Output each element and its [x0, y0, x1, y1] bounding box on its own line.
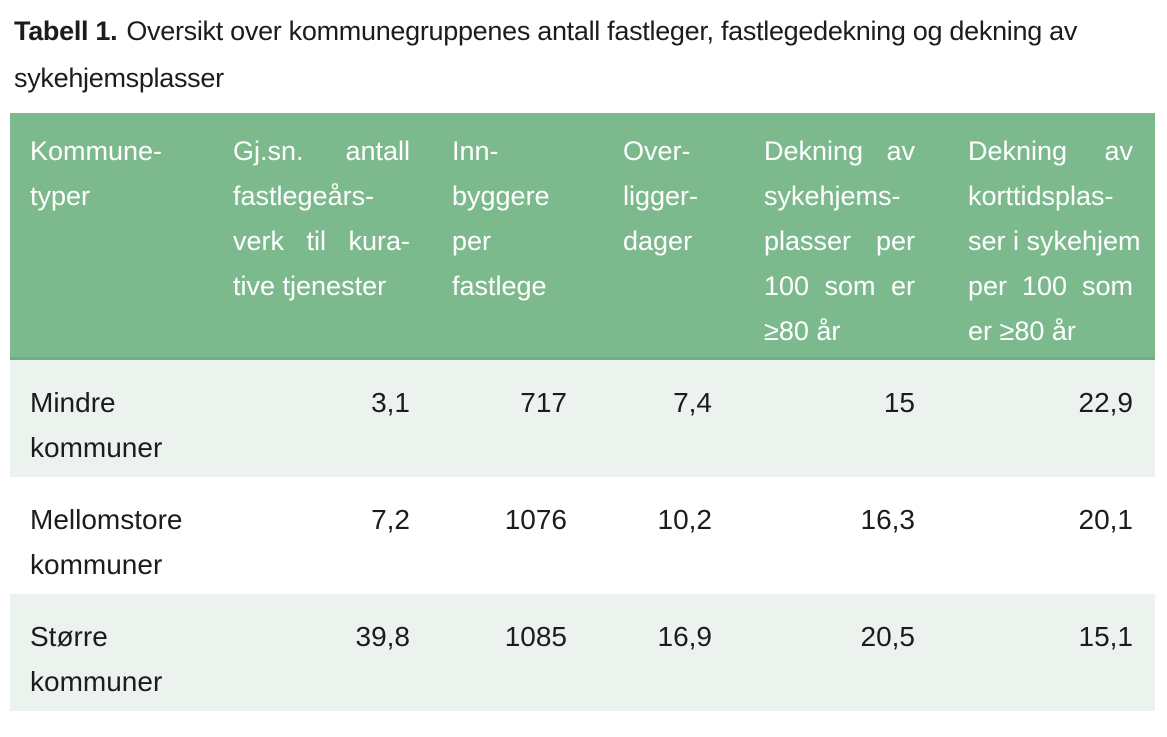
row-label-line: kommuner [30, 666, 163, 697]
row-label-line: kommuner [30, 549, 163, 580]
header-line: per [452, 226, 492, 256]
header-line: sykehjems- [764, 181, 901, 211]
cell-korttidsdekning: 20,1 [1078, 504, 1134, 535]
header-line: plasser per [764, 226, 915, 256]
cell-sykehjemsdekning: 16,3 [860, 504, 916, 535]
document-page: Tabell 1. Oversikt over kommunegruppenes … [0, 8, 1167, 711]
cell-fastlegearsverk: 39,8 [355, 621, 411, 652]
column-header-sykehjemsdekning: Dekning av sykehjems- plasser per 100 so… [764, 129, 968, 357]
cell-fastlegearsverk: 7,2 [371, 504, 410, 535]
header-line: verk til kura- [233, 226, 410, 256]
header-line: Dekning av [968, 136, 1133, 166]
header-line: byggere [452, 181, 550, 211]
header-line: per 100 som [968, 271, 1133, 301]
header-line: korttidsplas- [968, 181, 1114, 211]
row-label-line: Mindre [30, 387, 116, 418]
row-label-line: Større [30, 621, 108, 652]
header-line: Over- [623, 136, 691, 166]
cell-overliggerdager: 16,9 [657, 621, 713, 652]
header-line: typer [30, 181, 91, 211]
cell-innbyggere: 717 [520, 387, 567, 418]
table-row-mellomstore-kommuner: Mellomstore kommuner 7,2 1076 10,2 16,3 … [10, 477, 1155, 594]
row-label-line: kommuner [30, 432, 163, 463]
header-line: Kommune- [30, 136, 163, 166]
column-header-fastlegearsverk: Gj.sn. antall fastlegeårs- verk til kura… [233, 129, 452, 357]
data-table: Kommune- typer Gj.sn. antall fastlegeårs… [10, 113, 1155, 711]
header-line: Dekning av [764, 136, 915, 166]
column-header-korttidsdekning: Dekning av korttidsplas- ser i sykehjem … [968, 129, 1155, 357]
row-label-line: Mellomstore [30, 504, 183, 535]
cell-fastlegearsverk: 3,1 [371, 387, 410, 418]
header-line: ligger- [623, 181, 699, 211]
column-header-innbyggere: Inn- byggere per fastlege [452, 129, 623, 357]
cell-korttidsdekning: 22,9 [1078, 387, 1134, 418]
header-line: Gj.sn. antall [233, 136, 410, 166]
column-header-overliggerdager: Over- ligger- dager [623, 129, 764, 357]
cell-innbyggere: 1076 [504, 504, 567, 535]
header-line: dager [623, 226, 693, 256]
cell-overliggerdager: 7,4 [673, 387, 712, 418]
cell-innbyggere: 1085 [504, 621, 567, 652]
header-line: ser i sykehjem [968, 226, 1141, 256]
table-caption-text: Oversikt over kommunegruppenes antall fa… [14, 16, 1078, 93]
table-caption-label: Tabell 1. [14, 16, 118, 46]
table-row-mindre-kommuner: Mindre kommuner 3,1 717 7,4 15 22,9 [10, 360, 1155, 477]
table-caption: Tabell 1. Oversikt over kommunegruppenes … [14, 8, 1153, 102]
header-line: Inn- [452, 136, 499, 166]
header-line: tive tjenester [233, 271, 387, 301]
cell-korttidsdekning: 15,1 [1078, 621, 1134, 652]
row-label: Større kommuner [30, 614, 233, 711]
row-label: Mindre kommuner [30, 380, 233, 477]
cell-sykehjemsdekning: 20,5 [860, 621, 916, 652]
cell-sykehjemsdekning: 15 [883, 387, 915, 418]
row-label: Mellomstore kommuner [30, 497, 233, 594]
header-line: fastlege [452, 271, 547, 301]
table-header-row: Kommune- typer Gj.sn. antall fastlegeårs… [10, 113, 1155, 360]
table-row-storre-kommuner: Større kommuner 39,8 1085 16,9 20,5 15,1 [10, 594, 1155, 711]
column-header-kommunetyper: Kommune- typer [30, 129, 233, 357]
header-line: er ≥80 år [968, 316, 1076, 346]
header-line: 100 som er [764, 271, 915, 301]
cell-overliggerdager: 10,2 [657, 504, 713, 535]
header-line: ≥80 år [764, 316, 841, 346]
header-line: fastlegeårs- [233, 181, 375, 211]
